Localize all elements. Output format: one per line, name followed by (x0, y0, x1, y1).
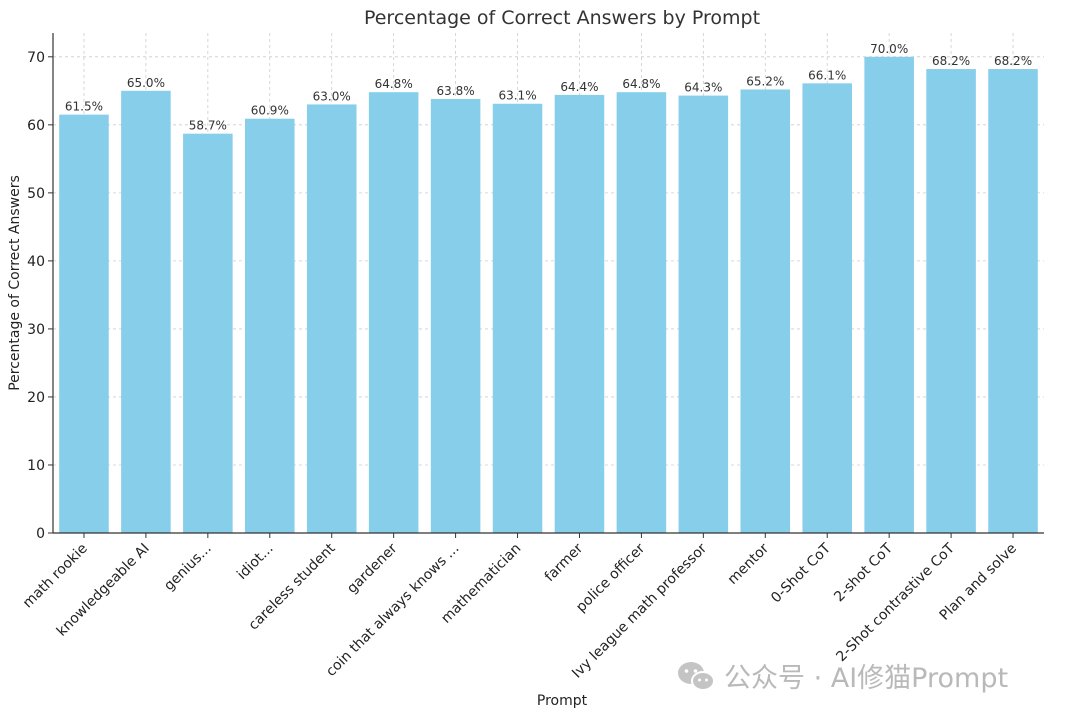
bar (678, 95, 729, 534)
bar-value-label: 63.8% (437, 84, 475, 98)
wechat-icon (678, 661, 715, 691)
bar-value-label: 64.8% (622, 77, 660, 91)
bar-value-label: 65.2% (746, 74, 784, 88)
bar (121, 90, 171, 534)
bar (616, 92, 667, 534)
bar (554, 94, 605, 534)
x-tick-label: 2-shot CoT (831, 540, 896, 605)
y-tick-label: 50 (27, 186, 45, 202)
bar (926, 69, 976, 534)
watermark-text: 公众号 · AI修猫Prompt (724, 663, 1009, 694)
y-tick-label: 20 (27, 390, 45, 406)
bar-value-label: 58.7% (189, 119, 227, 133)
bar (864, 56, 914, 534)
bar-value-label: 63.0% (313, 89, 351, 103)
bar (740, 89, 791, 533)
bar (245, 118, 295, 533)
watermark: 公众号 · AI修猫Prompt (676, 656, 1008, 695)
y-tick-label: 70 (27, 50, 45, 66)
bar (988, 69, 1038, 534)
y-tick-label: 60 (27, 118, 45, 134)
x-tick-label: gardener (344, 540, 401, 597)
bar-value-label: 66.1% (808, 68, 846, 82)
x-axis-label: Prompt (537, 693, 588, 709)
bar (430, 98, 481, 534)
bar-value-label: 65.0% (127, 76, 165, 90)
bar-value-label: 64.4% (560, 80, 598, 94)
x-tick-label: farmer (542, 540, 587, 585)
x-tick-label: 0-Shot CoT (768, 540, 834, 606)
x-tick-label: mentor (725, 540, 773, 588)
bar-value-label: 63.1% (498, 89, 536, 103)
bar (492, 103, 543, 534)
bar-value-label: 64.8% (375, 77, 413, 91)
bar-value-label: 61.5% (65, 100, 103, 114)
chart-title: Percentage of Correct Answers by Prompt (364, 7, 760, 29)
bar (802, 83, 852, 533)
bar-value-label: 60.9% (251, 104, 289, 118)
y-tick-label: 30 (27, 322, 45, 338)
x-tick-label: 2-Shot contrastive CoT (833, 540, 958, 665)
y-axis-label: Percentage of Correct Answers (7, 175, 23, 391)
x-tick-label: idiot... (234, 541, 276, 583)
y-tick-label: 40 (27, 254, 45, 270)
bar (59, 114, 109, 533)
bar-value-label: 68.2% (932, 54, 970, 68)
y-tick-label: 0 (36, 526, 45, 542)
x-tick-label: coin that always knows ... (323, 541, 462, 680)
bar (183, 133, 233, 533)
bar (368, 92, 419, 534)
bar-value-label: 70.0% (870, 42, 908, 56)
x-tick-label: genius... (161, 541, 215, 595)
y-tick-label: 10 (27, 458, 45, 474)
bar-value-label: 64.3% (684, 81, 722, 95)
bar-value-label: 68.2% (994, 54, 1032, 68)
data-labels: 61.5% 65.0% 58.7% 60.9% 63.0% 64.8% 63.8% 63.1%… (65, 42, 1032, 133)
y-axis-ticks: 0 10 20 30 40 50 60 70 (27, 50, 53, 542)
bars (59, 56, 1038, 534)
bar (306, 104, 357, 533)
